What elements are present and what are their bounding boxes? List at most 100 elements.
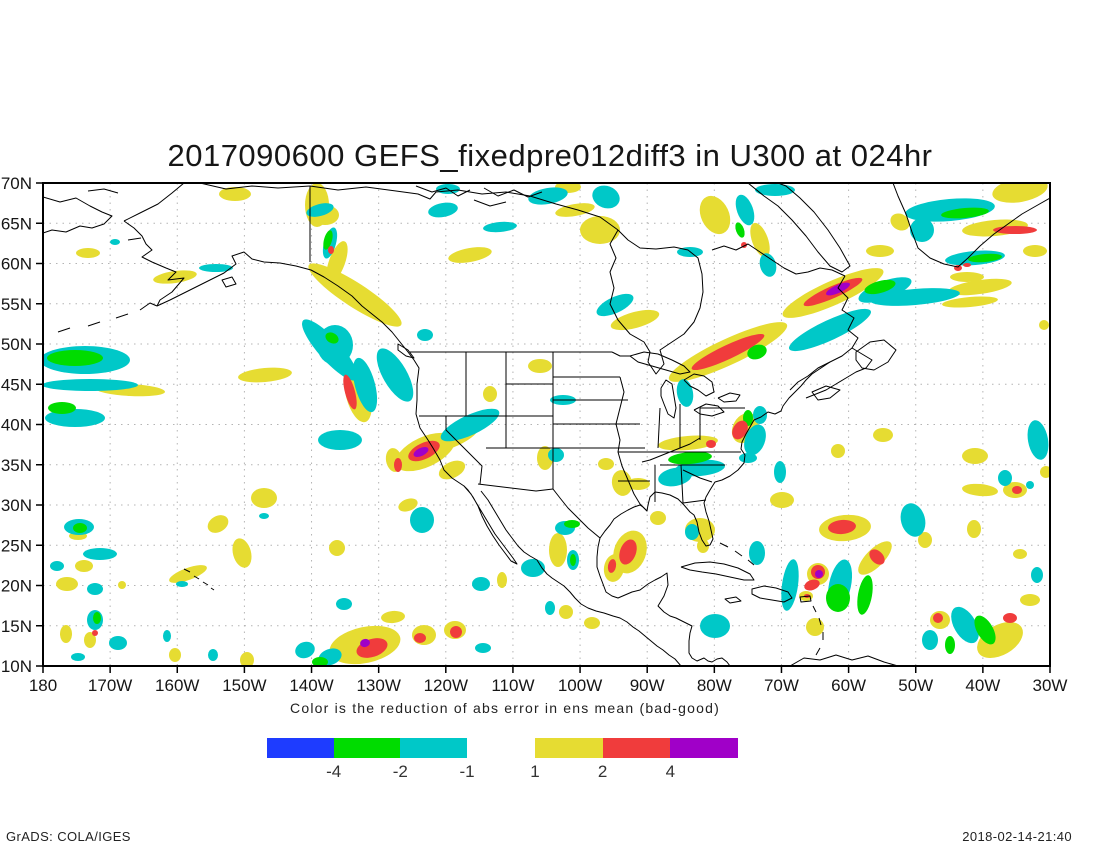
contour-blob xyxy=(697,539,709,553)
coastline-path xyxy=(892,183,1050,268)
contour-blob xyxy=(376,348,414,402)
lat-tick-label: 10N xyxy=(1,657,32,676)
lon-tick-label: 60W xyxy=(831,676,866,695)
contour-blob xyxy=(414,633,426,643)
coastline-path xyxy=(789,654,899,666)
contour-blob xyxy=(153,270,197,284)
colorbar-tick-label: -2 xyxy=(392,762,408,781)
plot-frame xyxy=(42,182,1051,667)
contour-blob xyxy=(619,539,637,565)
lat-tick-label: 40N xyxy=(1,416,32,435)
contour-blob xyxy=(472,577,490,591)
colorbar-segment xyxy=(400,738,468,758)
coastline-path xyxy=(397,343,415,359)
grads-stamp: GrADS: COLA/IGES xyxy=(6,829,131,844)
contour-blob xyxy=(1003,613,1017,623)
lat-tick-label: 50N xyxy=(1,335,32,354)
contour-blob xyxy=(259,513,269,519)
colorbar-tick-label: -4 xyxy=(326,762,342,781)
contour-blob xyxy=(942,296,998,308)
lon-tick-label: 30W xyxy=(1033,676,1068,695)
coastline-path xyxy=(693,403,725,417)
contour-blob xyxy=(658,467,692,487)
colorbar-caption: Color is the reduction of abs error in e… xyxy=(290,700,720,716)
contour-blob xyxy=(318,430,362,450)
contour-blob xyxy=(564,520,580,528)
contour-blob xyxy=(323,230,333,250)
lon-tick-label: 50W xyxy=(898,676,933,695)
contour-blob xyxy=(1026,481,1034,489)
contour-blob xyxy=(963,263,971,267)
coastline-path xyxy=(682,499,707,504)
contour-blob xyxy=(828,519,856,535)
contour-blob xyxy=(169,648,181,662)
coastline-path xyxy=(747,559,755,566)
coastline-path xyxy=(660,379,677,419)
contour-blob xyxy=(1039,320,1049,330)
contour-blob xyxy=(455,419,485,437)
contour-blob xyxy=(428,202,458,218)
contour-blob xyxy=(804,579,820,591)
colorbar-segment xyxy=(602,738,671,758)
contour-blob xyxy=(48,402,76,414)
contour-blob xyxy=(73,523,87,533)
lon-tick-label: 130W xyxy=(356,676,400,695)
coastline-path xyxy=(855,339,897,371)
contour-blob xyxy=(475,643,491,653)
coastline-path xyxy=(199,183,311,190)
plot-title: 2017090600 GEFS_fixedpre012diff3 in U300… xyxy=(167,138,933,173)
contour-blob xyxy=(110,239,120,245)
contour-blob xyxy=(329,540,345,556)
contour-blob xyxy=(735,194,755,226)
contour-blob xyxy=(699,195,731,235)
coastline-path xyxy=(210,587,215,591)
coastline-path xyxy=(445,416,483,485)
coastline-path xyxy=(483,187,543,198)
contour-blob xyxy=(598,458,614,470)
contour-blob xyxy=(974,615,996,645)
contour-blob xyxy=(1027,420,1049,460)
contour-blob xyxy=(951,606,979,644)
contour-blob xyxy=(163,630,171,642)
contour-blob xyxy=(826,282,850,296)
contour-blob xyxy=(950,272,984,282)
contour-blob xyxy=(1020,594,1040,606)
lon-tick-label: 40W xyxy=(965,676,1000,695)
contour-blob xyxy=(238,367,292,383)
contour-blob xyxy=(50,561,64,571)
contour-blob xyxy=(240,652,254,666)
contour-blob xyxy=(83,548,117,560)
coastline-path xyxy=(87,321,101,327)
coastline-path xyxy=(202,581,209,586)
contour-blob xyxy=(596,293,634,317)
coastline-path xyxy=(123,183,185,222)
coastline-path xyxy=(815,647,821,656)
lat-tick-label: 20N xyxy=(1,577,32,596)
contour-blob xyxy=(76,248,100,258)
contour-blob xyxy=(528,359,552,373)
contour-blob xyxy=(676,379,694,407)
contour-blob xyxy=(967,520,981,538)
contour-blob xyxy=(749,541,765,565)
contour-blob xyxy=(870,288,960,306)
contour-blob xyxy=(650,511,666,525)
contour-blob xyxy=(815,570,823,578)
contour-blob xyxy=(410,507,434,533)
contour-blob xyxy=(774,461,786,483)
contour-blob xyxy=(918,532,932,548)
contour-blob xyxy=(92,630,98,636)
contour-blob xyxy=(545,601,555,615)
lon-tick-label: 160W xyxy=(155,676,199,695)
contour-blob xyxy=(528,187,568,205)
lon-tick-label: 170W xyxy=(88,676,132,695)
coastline-path xyxy=(115,313,129,319)
coastline-path xyxy=(799,595,812,603)
contour-blob xyxy=(75,560,93,572)
coastline-path xyxy=(747,183,851,273)
contour-blob xyxy=(890,213,910,231)
contour-blob xyxy=(962,483,998,497)
coastline-path xyxy=(156,251,465,487)
contour-blob xyxy=(317,325,353,365)
contour-blob xyxy=(869,549,885,565)
coastline-path xyxy=(127,237,142,241)
